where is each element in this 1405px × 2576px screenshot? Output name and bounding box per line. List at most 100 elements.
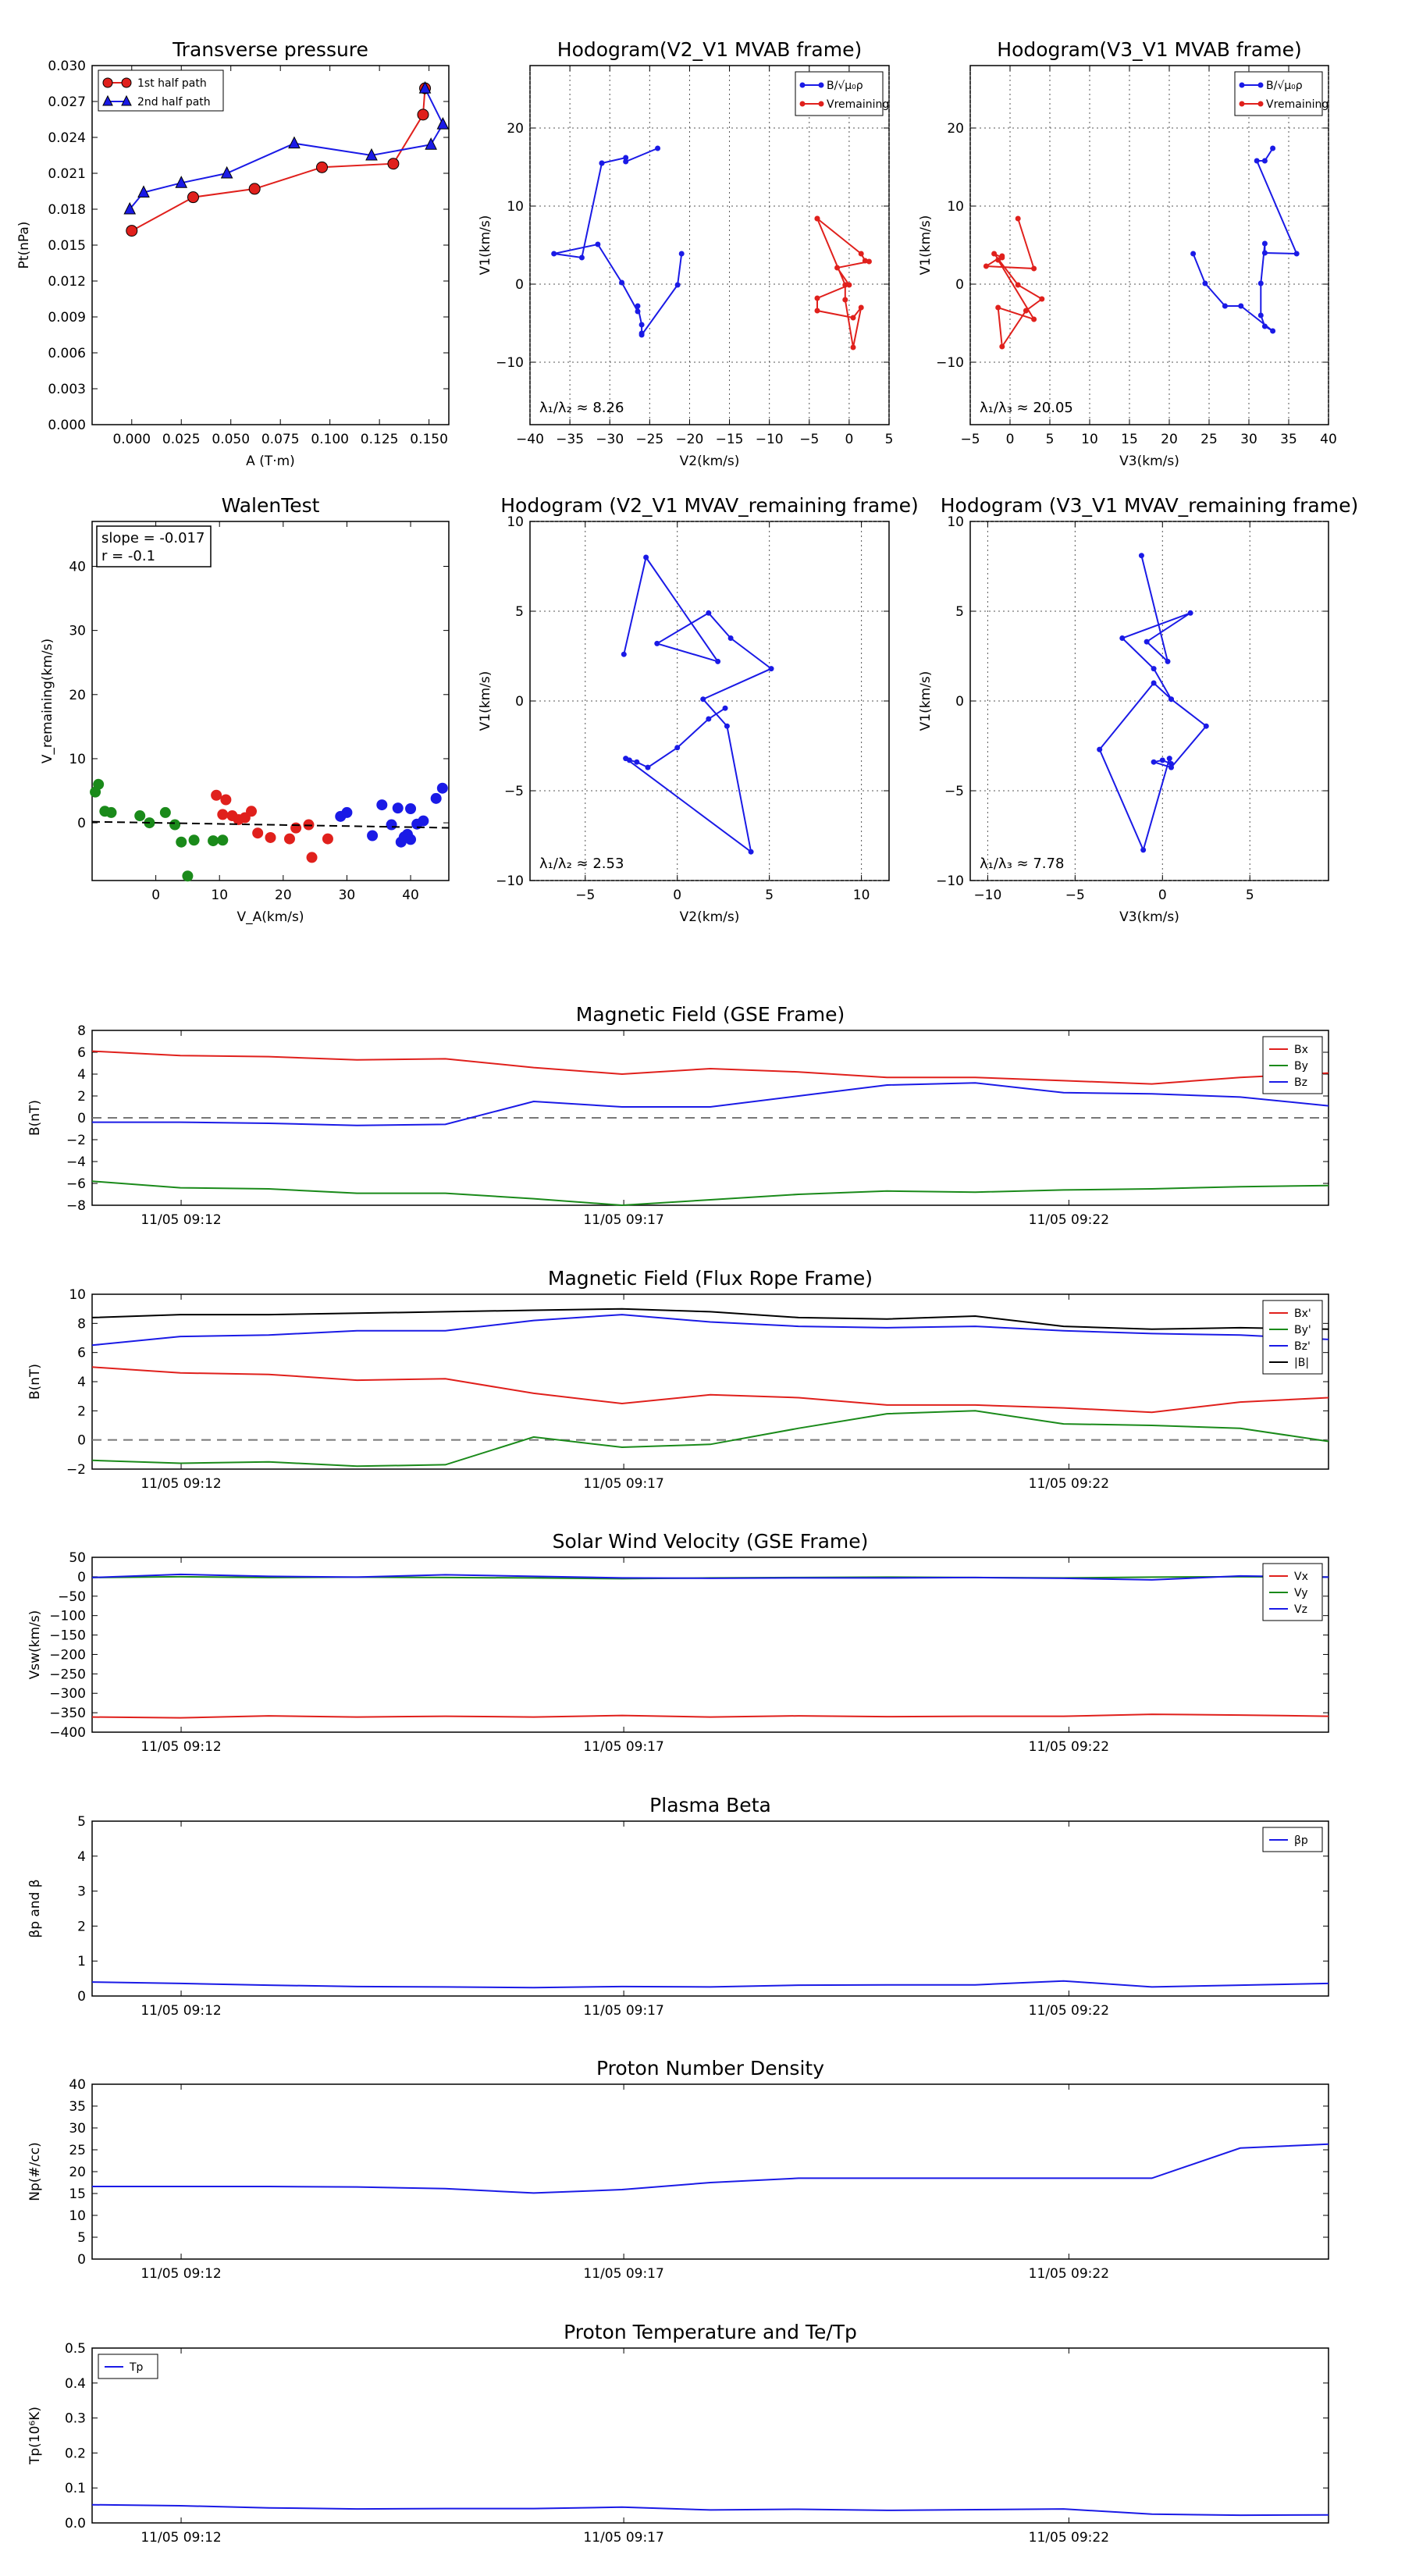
pt-point: [288, 136, 301, 149]
vsw-time-tick-label: 11/05 09:17: [583, 1739, 663, 1755]
walen-point: [341, 806, 353, 818]
vsw-ytick-label: −200: [49, 1647, 86, 1663]
hodo_v3v1_mvav-point: [1203, 723, 1209, 729]
mag_fr-legend-label: |B|: [1294, 1357, 1309, 1369]
hodo_v3v1_mvav-ytick-label: 0: [955, 694, 964, 710]
hodo_v3v1_mvab-xtick-label: 25: [1200, 432, 1218, 447]
walen-fit-line: [91, 820, 450, 829]
pt_vs_a-xlabel: A (T·m): [246, 454, 295, 469]
pt-point: [248, 183, 261, 195]
pt-legend-marker: [102, 77, 113, 88]
hodo_v3v1_mvab-plot-area: [969, 65, 1329, 425]
hodo_v2v1_mvav-point: [674, 745, 681, 751]
hodo_v3v1_mvab-legend-marker: [1239, 82, 1245, 88]
pt-point: [126, 225, 138, 237]
pt_vs_a-xtick-label: 0.000: [112, 432, 151, 447]
np-ytick-label: 5: [77, 2230, 86, 2246]
mag_fr-time-tick-label: 11/05 09:17: [583, 1476, 663, 1492]
pt_vs_a-xtick-label: 0.125: [361, 432, 399, 447]
np-ytick-label: 35: [69, 2099, 86, 2115]
hodo_v2v1_mvav-point: [722, 705, 728, 711]
walen-xtick-label: 30: [339, 888, 356, 903]
mag_gse-series-line-0: [91, 1050, 1329, 1085]
walen-ylabel: V_remaining(km/s): [40, 639, 55, 763]
vsw-ytick-label: −250: [49, 1667, 86, 1682]
hodo_v2v1_mvav-point: [621, 651, 627, 657]
hodo_v3v1_mvav-xtick-label: 5: [1246, 888, 1254, 903]
beta-ytick-label: 1: [77, 1954, 86, 1969]
beta-ylabel: βp and β: [27, 1879, 43, 1937]
mag_fr-panel: Magnetic Field (Flux Rope Frame) −2 0 2 4 6 8 1…: [27, 1267, 1329, 1492]
pt_vs_a-ytick-label: 0.027: [48, 94, 86, 110]
walen-xtick-label: 0: [151, 888, 160, 903]
beta-ytick-label: 5: [77, 1814, 86, 1830]
beta-ytick-label: 0: [77, 1989, 86, 2005]
np-ytick-label: 15: [69, 2186, 86, 2202]
hodo_v3v1_mvav-panel: Hodogram (V3_V1 MVAV_remaining frame) −10…: [918, 494, 1358, 925]
hodo_v3v1_mvav-xtick-label: 0: [1158, 888, 1167, 903]
vsw-ytick-label: −100: [49, 1609, 86, 1624]
hodo_v2v1_mvab-legend-marker: [818, 101, 824, 107]
np-ytick-label: 40: [69, 2077, 86, 2093]
hodo_v2v1_mvab-point: [814, 308, 820, 314]
mag_fr-time-tick-label: 11/05 09:22: [1029, 1476, 1109, 1492]
walen-r-text: r = -0.1: [101, 548, 155, 564]
vsw-panel: Solar Wind Velocity (GSE Frame) −400 −350 −…: [27, 1530, 1329, 1755]
tp-title: Proton Temperature and Te/Tp: [564, 2321, 857, 2343]
hodo_v3v1_mvab-title: Hodogram(V3_V1 MVAB frame): [997, 38, 1301, 61]
pt_vs_a-ytick-label: 0.009: [48, 310, 86, 326]
mag_gse-ytick-label: −6: [66, 1176, 86, 1192]
tp-panel: Proton Temperature and Te/Tp 0.0 0.1 0.2 0.3…: [27, 2321, 1329, 2546]
tp-series-line-0: [91, 2503, 1329, 2517]
mag_gse-legend-label: By: [1294, 1060, 1308, 1073]
vsw-ytick-label: −300: [49, 1686, 86, 1702]
pt-point: [137, 185, 150, 198]
hodo_v2v1_mvab-point: [578, 254, 585, 261]
hodo_v2v1_mvab-legend-marker: [818, 82, 824, 88]
hodo_v2v1_mvav-point: [724, 723, 730, 729]
vsw-ytick-label: −50: [58, 1589, 86, 1605]
walen-panel: WalenTest 0 10 20 30 40 0 10 20 30 40 V_A(km/s) V_re…: [40, 494, 450, 925]
vsw-legend-label: Vy: [1294, 1587, 1308, 1599]
hodo_v3v1_mvab-point: [1023, 308, 1029, 314]
pt_vs_a-ytick-label: 0.030: [48, 59, 86, 74]
np-time-tick-label: 11/05 09:17: [583, 2266, 663, 2282]
mag_fr-time-tick-label: 11/05 09:12: [140, 1476, 221, 1492]
hodo_v2v1_mvab-point: [678, 251, 685, 257]
hodo_v2v1_mvab-point: [595, 241, 601, 247]
walen-point: [367, 830, 379, 841]
hodo_v3v1_mvav-point: [1151, 759, 1157, 765]
walen-ytick-label: 0: [77, 816, 86, 831]
hodo_v2v1_mvab-point: [638, 332, 645, 338]
beta-ytick-label: 4: [77, 1849, 86, 1865]
mag_gse-ytick-label: 6: [77, 1045, 86, 1061]
walen-point: [306, 852, 318, 863]
pt-legend-label: 1st half path: [137, 77, 207, 90]
hodo_v2v1_mvav-title: Hodogram (V2_V1 MVAV_remaining frame): [500, 494, 919, 517]
hodo_v3v1_mvab-xlabel: V3(km/s): [1119, 454, 1179, 469]
hodo_v3v1_mvab-point: [1270, 145, 1276, 151]
mag_fr-ytick-label: 10: [69, 1287, 86, 1303]
hodo_v2v1_mvab-point: [850, 315, 856, 321]
walen-ytick-label: 10: [69, 752, 86, 767]
hodo_v3v1_mvav-ratio-annotation: λ₁/λ₃ ≈ 7.78: [980, 856, 1064, 872]
hodo_v2v1_mvab-xtick-label: −35: [556, 432, 584, 447]
hodo_v3v1_mvab-ytick-label: 0: [955, 277, 964, 293]
hodo_v3v1_mvav-point: [1166, 756, 1172, 762]
hodo_v3v1_mvav-xlabel: V3(km/s): [1119, 909, 1179, 925]
hodo_v2v1_mvab-xtick-label: 5: [885, 432, 894, 447]
hodo_v3v1_mvab-point: [1015, 215, 1021, 222]
beta-ytick-label: 2: [77, 1919, 86, 1934]
hodo_v3v1_mvab-legend-box: [1234, 71, 1323, 116]
hodo_v2v1_mvab-point: [846, 282, 852, 288]
hodo_v3v1_mvab-ratio-annotation: λ₁/λ₃ ≈ 20.05: [980, 400, 1073, 416]
hodo_v2v1_mvab-xtick-label: 0: [845, 432, 853, 447]
pt_vs_a-title: Transverse pressure: [172, 38, 368, 61]
walen-point: [169, 819, 181, 831]
hodo_v3v1_mvab-legend-marker: [1239, 101, 1245, 107]
hodo_v2v1_mvab-xtick-label: −15: [716, 432, 744, 447]
mag_gse-series-line-2: [92, 1082, 1329, 1126]
mag_gse-title: Magnetic Field (GSE Frame): [576, 1003, 845, 1026]
hodo_v2v1_mvab-point: [635, 303, 641, 309]
hodo_v2v1_mvav-xtick-label: 5: [765, 888, 774, 903]
